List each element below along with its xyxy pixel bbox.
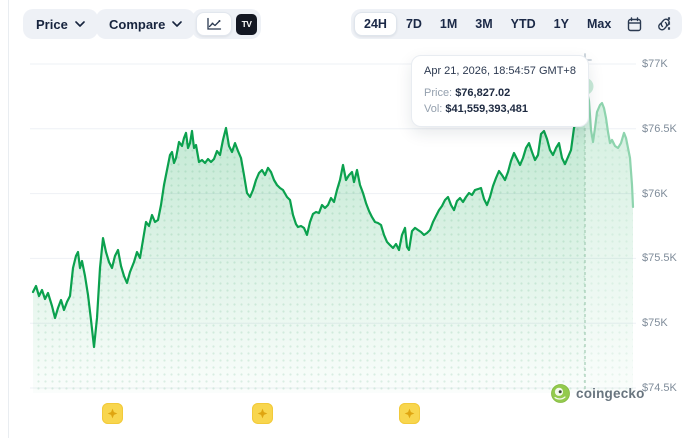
range-1y[interactable]: 1Y (545, 12, 578, 36)
range-max[interactable]: Max (578, 12, 620, 36)
price-line-after-cursor (583, 85, 635, 208)
tooltip-price-row: Price: $76,827.02 (424, 87, 511, 99)
tooltip-volume-value: $41,559,393,481 (445, 103, 529, 115)
price-dropdown-button[interactable]: Price (23, 9, 98, 39)
coingecko-logo-icon (551, 383, 570, 403)
range-24h[interactable]: 24H (354, 12, 397, 36)
compare-dropdown-label: Compare (109, 16, 166, 32)
sparkle-badge-icon[interactable] (252, 403, 273, 424)
chevron-down-icon (172, 21, 183, 27)
sparkle-badge-icon[interactable] (399, 403, 420, 424)
y-axis-label: $75.5K (642, 252, 677, 265)
y-axis-label: $75K (642, 317, 668, 330)
tooltip-volume-row: Vol: $41,559,393,481 (424, 103, 529, 115)
line-chart-icon[interactable] (196, 12, 232, 36)
range-1m[interactable]: 1M (431, 12, 466, 36)
time-range-selector: 24H 7D 1M 3M YTD 1Y Max (351, 9, 683, 39)
coingecko-watermark-text: coingecko (576, 385, 645, 401)
range-ytd[interactable]: YTD (502, 12, 545, 36)
y-axis-label: $74.5K (642, 382, 677, 394)
area-fill-after-cursor-dots (585, 86, 633, 394)
y-axis-label: $76K (642, 187, 668, 200)
area-fill-dot-pattern (33, 86, 585, 394)
share-link-icon[interactable] (649, 12, 679, 36)
range-7d[interactable]: 7D (397, 12, 431, 36)
price-line (31, 85, 587, 349)
y-axis-label: $77K (642, 58, 668, 70)
range-3m[interactable]: 3M (466, 12, 501, 36)
chart-tooltip: Apr 21, 2026, 18:54:57 GMT+8 Price: $76,… (411, 55, 589, 127)
chart-type-toggle: TV (192, 9, 261, 39)
tooltip-price-value: $76,827.02 (455, 87, 511, 99)
tooltip-timestamp: Apr 21, 2026, 18:54:57 GMT+8 (424, 65, 576, 77)
coingecko-watermark: coingecko (551, 383, 645, 403)
more-options-icon[interactable]: ⋮ (659, 12, 679, 36)
compare-dropdown-button[interactable]: Compare (96, 9, 196, 39)
sparkle-badge-icon[interactable] (102, 403, 123, 424)
y-axis-label: $76.5K (642, 122, 677, 135)
price-dropdown-label: Price (36, 16, 68, 32)
tradingview-icon[interactable]: TV (236, 13, 257, 35)
calendar-icon[interactable] (620, 12, 649, 36)
card-left-border (8, 0, 9, 438)
chevron-down-icon (75, 21, 85, 27)
